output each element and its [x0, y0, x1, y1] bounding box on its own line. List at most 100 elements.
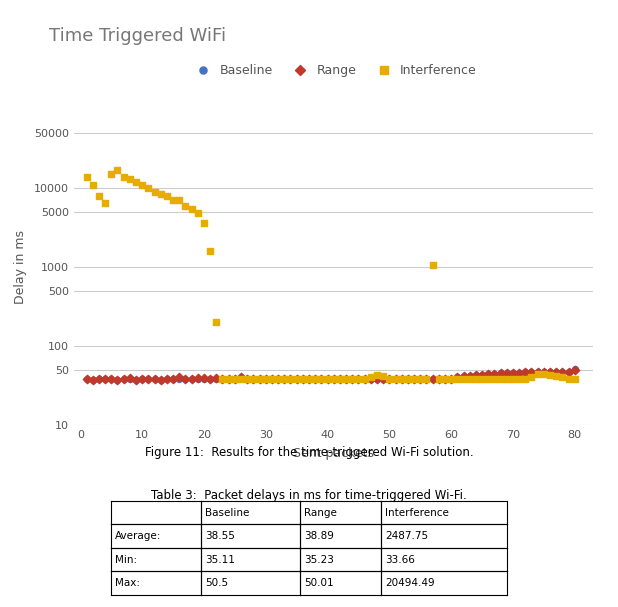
Interference: [440, 375, 450, 384]
Baseline: [428, 375, 438, 384]
Interference: [496, 375, 506, 384]
Baseline: [100, 375, 110, 384]
Baseline: [279, 375, 289, 384]
Baseline: [514, 368, 524, 378]
Range: [471, 370, 481, 380]
Baseline: [539, 367, 549, 377]
Interference: [428, 260, 438, 270]
Baseline: [471, 370, 481, 380]
Baseline: [286, 375, 295, 384]
Interference: [391, 375, 400, 384]
Text: 38.55: 38.55: [205, 531, 235, 541]
Range: [477, 370, 487, 380]
Range: [316, 375, 326, 384]
Range: [335, 375, 345, 384]
Interference: [316, 375, 326, 384]
Range: [211, 373, 221, 383]
Interference: [211, 317, 221, 327]
Interference: [304, 375, 314, 384]
Interference: [508, 375, 518, 384]
Baseline: [236, 373, 246, 382]
Interference: [520, 375, 530, 384]
Interference: [545, 370, 555, 380]
Baseline: [106, 375, 116, 384]
Interference: [372, 370, 382, 380]
Baseline: [459, 371, 468, 381]
Baseline: [415, 375, 425, 384]
Range: [143, 375, 153, 384]
Baseline: [261, 375, 271, 384]
Baseline: [298, 375, 308, 384]
Range: [329, 375, 339, 384]
Baseline: [143, 375, 153, 384]
Range: [539, 367, 549, 377]
Range: [292, 375, 302, 384]
Baseline: [391, 375, 400, 384]
Interference: [409, 375, 419, 384]
Range: [193, 373, 203, 383]
Range: [255, 375, 265, 384]
Range: [224, 375, 234, 384]
Baseline: [372, 375, 382, 384]
Interference: [298, 375, 308, 384]
Baseline: [316, 375, 326, 384]
Baseline: [230, 375, 240, 384]
Range: [94, 375, 104, 384]
Baseline: [88, 375, 98, 385]
Range: [434, 375, 444, 384]
Range: [397, 375, 407, 384]
Baseline: [224, 375, 234, 384]
Baseline: [502, 368, 512, 378]
X-axis label: Sent packets: Sent packets: [293, 447, 375, 459]
Text: Figure 11:  Results for the time-triggered Wi-Fi solution.: Figure 11: Results for the time-triggere…: [145, 446, 473, 459]
Range: [514, 368, 524, 378]
Interference: [353, 375, 363, 384]
Text: 33.66: 33.66: [385, 555, 415, 565]
Interference: [527, 373, 536, 382]
Range: [452, 373, 462, 382]
Interference: [564, 375, 574, 384]
Baseline: [397, 375, 407, 384]
Text: Range: Range: [304, 507, 337, 518]
Baseline: [421, 375, 431, 384]
Baseline: [477, 370, 487, 380]
Interference: [421, 375, 431, 384]
Baseline: [570, 364, 580, 374]
Interference: [137, 180, 147, 190]
Range: [150, 375, 159, 384]
Interference: [230, 375, 240, 384]
Range: [131, 375, 141, 385]
Range: [508, 368, 518, 378]
Text: Time Triggered WiFi: Time Triggered WiFi: [49, 27, 227, 46]
Interference: [205, 246, 215, 256]
Baseline: [168, 375, 178, 384]
Baseline: [384, 375, 394, 384]
Interference: [502, 375, 512, 384]
Range: [88, 375, 98, 385]
Baseline: [335, 375, 345, 384]
Interference: [193, 208, 203, 218]
Interference: [119, 172, 129, 181]
Interference: [88, 180, 98, 190]
Interference: [459, 375, 468, 384]
Interference: [415, 375, 425, 384]
Baseline: [205, 375, 215, 384]
Range: [496, 368, 506, 378]
Text: 50.5: 50.5: [205, 578, 228, 588]
Baseline: [273, 375, 283, 384]
Range: [440, 375, 450, 384]
Baseline: [125, 375, 135, 384]
Interference: [218, 375, 227, 384]
Baseline: [496, 368, 506, 378]
Range: [347, 375, 357, 384]
Range: [205, 375, 215, 384]
Interference: [143, 183, 153, 193]
Interference: [100, 198, 110, 208]
Range: [119, 375, 129, 384]
Interference: [261, 375, 271, 384]
Baseline: [304, 375, 314, 384]
Range: [465, 371, 475, 381]
Baseline: [112, 375, 122, 385]
Range: [218, 375, 227, 384]
Baseline: [465, 371, 475, 381]
